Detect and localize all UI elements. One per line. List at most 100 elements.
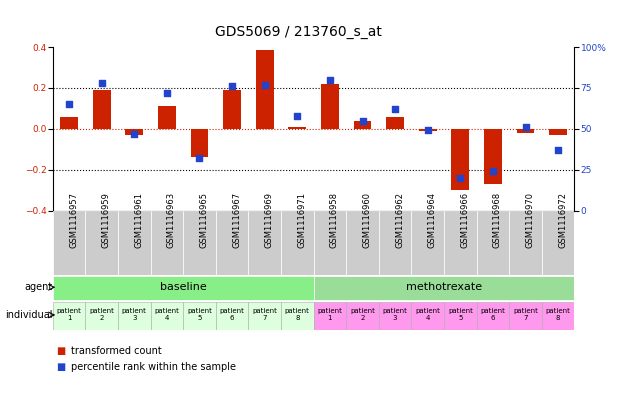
Text: patient
5: patient 5 [187, 309, 212, 321]
Bar [484, 129, 502, 184]
Bar [451, 129, 469, 190]
Text: patient
5: patient 5 [448, 309, 473, 321]
Text: GSM1116959: GSM1116959 [102, 192, 111, 248]
Bar [158, 107, 176, 129]
Bar [347, 301, 379, 330]
Bar [86, 211, 118, 275]
Text: patient
3: patient 3 [122, 309, 147, 321]
Point [129, 130, 139, 137]
Bar [477, 301, 509, 330]
Text: patient
7: patient 7 [252, 309, 277, 321]
Bar [509, 211, 542, 275]
Text: patient
2: patient 2 [89, 309, 114, 321]
Text: patient
2: patient 2 [350, 309, 375, 321]
Bar [216, 211, 248, 275]
Bar [256, 50, 274, 129]
Text: patient
1: patient 1 [57, 309, 81, 321]
Bar [125, 129, 143, 135]
Text: GSM1116970: GSM1116970 [525, 192, 535, 248]
Point [260, 82, 270, 88]
Bar [183, 211, 216, 275]
Text: percentile rank within the sample: percentile rank within the sample [71, 362, 237, 372]
Text: ■: ■ [56, 347, 65, 356]
Text: GSM1116962: GSM1116962 [395, 192, 404, 248]
Point [194, 155, 204, 162]
Point [520, 124, 530, 130]
Bar [53, 301, 86, 330]
Bar [517, 129, 535, 133]
Bar [248, 301, 281, 330]
Text: ■: ■ [56, 362, 65, 372]
Point [162, 90, 172, 96]
Text: transformed count: transformed count [71, 347, 162, 356]
Bar [183, 301, 216, 330]
Text: GSM1116965: GSM1116965 [199, 192, 209, 248]
Text: methotrexate: methotrexate [406, 282, 482, 292]
Bar [314, 276, 574, 299]
Bar [444, 301, 477, 330]
Text: patient
7: patient 7 [513, 309, 538, 321]
Bar [419, 129, 437, 131]
Text: patient
8: patient 8 [546, 309, 571, 321]
Bar [321, 84, 339, 129]
Text: GSM1116963: GSM1116963 [167, 192, 176, 248]
Text: patient
8: patient 8 [285, 309, 310, 321]
Bar [549, 129, 567, 135]
Bar [444, 211, 477, 275]
Point [64, 101, 74, 107]
Bar [53, 276, 314, 299]
Text: GSM1116971: GSM1116971 [297, 192, 306, 248]
Text: patient
4: patient 4 [155, 309, 179, 321]
Bar [281, 211, 314, 275]
Bar [216, 301, 248, 330]
Point [423, 127, 433, 134]
Bar [314, 211, 347, 275]
Text: GSM1116972: GSM1116972 [558, 192, 567, 248]
Bar [223, 90, 241, 129]
Bar [93, 90, 111, 129]
Point [488, 168, 498, 174]
Text: GSM1116960: GSM1116960 [363, 192, 371, 248]
Bar [151, 301, 183, 330]
Point [553, 147, 563, 153]
Bar [353, 121, 371, 129]
Bar [314, 301, 347, 330]
Bar [86, 301, 118, 330]
Bar [118, 211, 151, 275]
Text: GSM1116966: GSM1116966 [460, 192, 469, 248]
Text: GDS5069 / 213760_s_at: GDS5069 / 213760_s_at [215, 25, 381, 39]
Bar [542, 211, 574, 275]
Text: patient
4: patient 4 [415, 309, 440, 321]
Text: GSM1116968: GSM1116968 [493, 192, 502, 248]
Text: GSM1116964: GSM1116964 [428, 192, 437, 248]
Text: GSM1116967: GSM1116967 [232, 192, 241, 248]
Bar [248, 211, 281, 275]
Point [292, 113, 302, 119]
Bar [379, 211, 412, 275]
Bar [542, 301, 574, 330]
Bar [477, 211, 509, 275]
Bar [118, 301, 151, 330]
Text: baseline: baseline [160, 282, 207, 292]
Text: GSM1116957: GSM1116957 [69, 192, 78, 248]
Bar [281, 301, 314, 330]
Bar [53, 211, 86, 275]
Bar [151, 211, 183, 275]
Point [390, 106, 400, 112]
Text: agent: agent [25, 282, 53, 292]
Text: patient
3: patient 3 [383, 309, 407, 321]
Bar [386, 117, 404, 129]
Text: patient
1: patient 1 [317, 309, 342, 321]
Point [227, 83, 237, 90]
Point [97, 80, 107, 86]
Point [455, 175, 465, 181]
Bar [412, 301, 444, 330]
Bar [347, 211, 379, 275]
Text: patient
6: patient 6 [481, 309, 505, 321]
Text: individual: individual [6, 310, 53, 320]
Text: GSM1116961: GSM1116961 [134, 192, 143, 248]
Text: GSM1116969: GSM1116969 [265, 192, 274, 248]
Point [325, 77, 335, 83]
Bar [288, 127, 306, 129]
Bar [60, 117, 78, 129]
